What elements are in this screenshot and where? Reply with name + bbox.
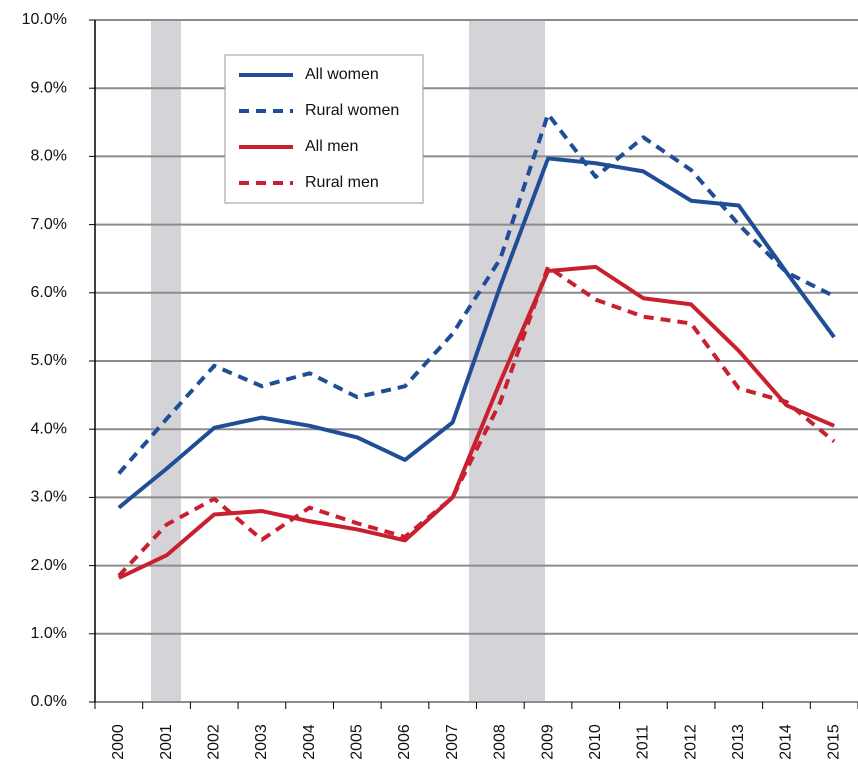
x-tick-label: 2013 xyxy=(730,724,747,760)
x-tick-label: 2004 xyxy=(301,724,318,760)
x-tick-label: 2008 xyxy=(492,724,509,760)
y-tick-label: 4.0% xyxy=(31,420,67,437)
x-tick-label: 2001 xyxy=(158,724,175,760)
legend-label: Rural men xyxy=(305,174,379,191)
y-tick-label: 2.0% xyxy=(31,557,67,574)
y-tick-label: 9.0% xyxy=(31,79,67,96)
y-tick-label: 0.0% xyxy=(31,693,67,710)
y-tick-label: 7.0% xyxy=(31,216,67,233)
legend-box xyxy=(224,54,424,204)
x-tick-label: 2005 xyxy=(349,724,366,760)
y-tick-label: 10.0% xyxy=(22,11,67,28)
legend-label: All men xyxy=(305,138,358,155)
x-tick-label: 2002 xyxy=(205,724,222,760)
x-tick-label: 2011 xyxy=(635,725,652,760)
x-tick-label: 2012 xyxy=(682,724,699,760)
x-tick-label: 2007 xyxy=(444,724,461,760)
x-tick-label: 2000 xyxy=(110,724,127,760)
legend-label: Rural women xyxy=(305,102,399,119)
line-series xyxy=(117,264,836,578)
x-tick-label: 2014 xyxy=(778,724,795,760)
y-tick-label: 6.0% xyxy=(31,284,67,301)
y-tick-label: 8.0% xyxy=(31,148,67,165)
x-tick-label: 2009 xyxy=(539,724,556,760)
y-tick-label: 5.0% xyxy=(31,352,67,369)
line-series xyxy=(117,156,836,510)
y-tick-label: 3.0% xyxy=(31,489,67,506)
line-series xyxy=(117,112,836,475)
x-tick-label: 2010 xyxy=(587,724,604,760)
x-tick-label: 2003 xyxy=(253,724,270,760)
y-tick-label: 1.0% xyxy=(31,625,67,642)
x-tick-label: 2015 xyxy=(825,724,842,760)
line-series xyxy=(117,264,835,580)
legend-label: All women xyxy=(305,66,379,83)
x-tick-label: 2006 xyxy=(396,724,413,760)
